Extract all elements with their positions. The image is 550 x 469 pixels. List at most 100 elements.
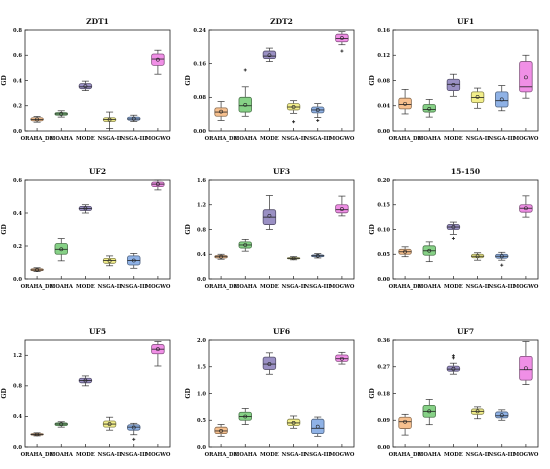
mean-marker [243, 103, 248, 107]
x-category-label: ORAHA_DE [21, 284, 54, 290]
box-nsga-iii: NSGA-III [489, 251, 516, 290]
y-axis-title: GD [1, 75, 8, 85]
mean-marker [291, 105, 296, 109]
y-tick-label: 0.4 [13, 414, 22, 420]
x-category-label: NSGA-II [466, 136, 491, 142]
y-tick-label: 0.20 [377, 178, 390, 184]
y-tick-label: 0.09 [377, 418, 390, 424]
mean-marker [243, 243, 248, 247]
y-tick-label: 0.4 [13, 211, 22, 217]
box-nsga-ii: NSGA-II [282, 415, 306, 458]
x-category-label: NSGA-II [282, 284, 307, 290]
panel-title: UF2 [89, 167, 106, 176]
y-tick-label: 1.2 [197, 203, 206, 209]
mean-marker [499, 97, 504, 102]
box-nsga-ii: NSGA-II [98, 255, 122, 290]
y-tick-label: 0.00 [193, 129, 206, 135]
box-nsga-iii: NSGA-III [121, 114, 148, 142]
mean-marker [315, 253, 320, 258]
panel-15-150: 15-150 0.00 0.05 0.10 0.15 0.20 GD ORAHA_DEMOAH… [369, 167, 539, 290]
box-mogwo: MOGWO [329, 31, 355, 142]
box-moaha: MOAHA [50, 421, 74, 458]
x-category-label: ORAHA_DE [205, 452, 238, 458]
x-category-label: NSGA-III [121, 284, 148, 290]
y-tick-label: 2.0 [197, 338, 206, 344]
box-nsga-ii: NSGA-II [466, 406, 490, 458]
mean-marker [340, 356, 344, 361]
y-tick-label: 0.00 [377, 445, 390, 451]
y-tick-label: 0.0 [197, 445, 206, 451]
box-nsga-ii: NSGA-II [466, 252, 491, 290]
box-iqr [262, 356, 277, 370]
box-oraha_de: ORAHA_DE [21, 432, 54, 458]
box-moaha: MOAHA [234, 239, 258, 290]
x-category-label: MOGWO [145, 136, 171, 142]
x-category-label: NSGA-II [466, 284, 491, 290]
box-oraha_de: ORAHA_DE [389, 88, 422, 142]
plot-frame [208, 339, 355, 448]
x-category-label: ORAHA_DE [389, 284, 422, 290]
box-mogwo: MOGWO [145, 179, 171, 290]
x-category-label: MOAHA [50, 284, 74, 290]
y-axis-title: GD [1, 388, 8, 398]
x-category-label: NSGA-III [489, 136, 516, 142]
plot-frame [24, 179, 171, 280]
mean-marker [156, 182, 160, 187]
box-mogwo: MOGWO [145, 49, 171, 142]
y-tick-label: 1.2 [13, 353, 22, 359]
box-moaha: MOAHA [234, 68, 258, 142]
box-iqr [286, 418, 301, 426]
box-nsga-ii: NSGA-II [98, 416, 122, 458]
mean-marker [451, 83, 456, 87]
x-category-label: MODE [260, 284, 279, 290]
box-mode: MODE [444, 354, 463, 458]
mean-marker [131, 258, 136, 263]
x-category-label: MOAHA [418, 136, 442, 142]
mean-marker [35, 267, 39, 272]
panel-title: 15-150 [451, 167, 480, 176]
x-category-label: MOAHA [234, 284, 258, 290]
outlier-marker [451, 236, 455, 240]
y-tick-label: 1.5 [197, 365, 206, 371]
y-axis-title: GD [185, 224, 192, 234]
y-tick-label: 0.4 [13, 78, 22, 84]
box-moaha: MOAHA [418, 99, 442, 142]
plot-frame [208, 179, 355, 280]
x-category-label: MODE [260, 136, 279, 142]
mean-marker [243, 414, 248, 419]
x-category-label: NSGA-III [489, 452, 516, 458]
x-category-label: MOGWO [329, 452, 355, 458]
box-oraha_de: ORAHA_DE [205, 253, 238, 290]
mean-marker [315, 108, 320, 112]
plot-frame [208, 29, 355, 132]
box-moaha: MOAHA [234, 408, 258, 458]
mean-marker [35, 432, 39, 437]
y-tick-label: 0.6 [13, 53, 22, 59]
x-category-label: MODE [260, 452, 279, 458]
x-category-label: NSGA-III [305, 136, 332, 142]
x-category-label: MODE [76, 136, 95, 142]
box-iqr [398, 97, 412, 110]
box-mogwo: MOGWO [513, 195, 539, 290]
box-mogwo: MOGWO [329, 351, 355, 458]
y-tick-label: 0.5 [197, 418, 206, 424]
y-tick-label: 0.16 [377, 28, 390, 34]
mean-marker [59, 247, 64, 252]
box-iqr [495, 411, 509, 419]
mean-marker [340, 36, 344, 40]
box-nsga-iii: NSGA-III [121, 253, 148, 290]
box-nsga-ii: NSGA-II [282, 100, 306, 142]
mean-marker [131, 425, 136, 430]
box-mogwo: MOGWO [513, 54, 539, 142]
y-axis-title: GD [369, 75, 376, 85]
outlier-marker [132, 437, 136, 441]
mean-marker [83, 84, 88, 89]
outlier-marker [292, 120, 296, 124]
x-category-label: MOGWO [145, 284, 171, 290]
box-mogwo: MOGWO [145, 341, 171, 458]
mean-marker [427, 409, 432, 414]
panel-title: ZDT1 [86, 17, 109, 26]
x-category-label: MOAHA [50, 452, 74, 458]
x-category-label: ORAHA_DE [205, 136, 238, 142]
